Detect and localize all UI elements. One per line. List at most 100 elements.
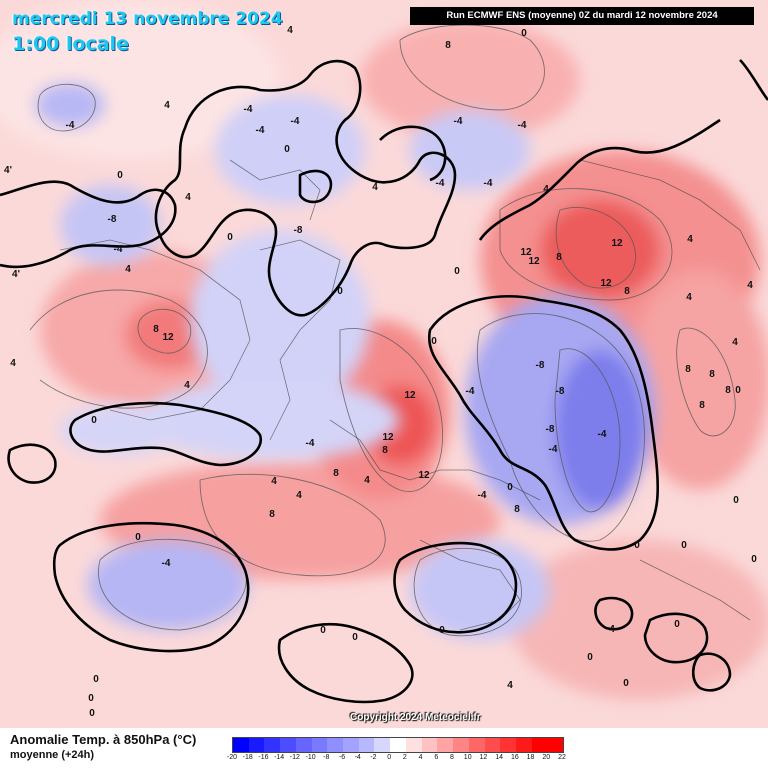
- contour-value-label: 12: [418, 470, 430, 481]
- contour-value-label: 0: [88, 693, 94, 704]
- legend-tick: 4: [418, 754, 423, 761]
- legend-tick: 16: [510, 754, 519, 761]
- colorbar-cell: [311, 738, 328, 752]
- contour-value-label: 4: [364, 475, 370, 486]
- zero-isolines: [0, 59, 768, 704]
- legend-tick: -12: [289, 754, 300, 761]
- contour-value-label: 0: [431, 336, 437, 347]
- legend-tick: -18: [242, 754, 253, 761]
- contour-value-label: 8: [269, 509, 275, 520]
- legend-tick: 12: [479, 754, 488, 761]
- legend-tick: -20: [226, 754, 238, 761]
- contour-value-label: 8: [445, 40, 451, 51]
- contour-value-label: -4: [244, 104, 253, 115]
- contour-value-label: 0: [320, 625, 326, 636]
- contour-value-label: 0: [454, 266, 460, 277]
- contour-value-label: 4: [164, 100, 170, 111]
- contour-value-label: -8: [536, 360, 545, 371]
- contour-value-label: 4: [686, 292, 692, 303]
- colorbar-cell: [437, 738, 454, 752]
- contour-value-label: 4: [372, 182, 378, 193]
- contour-value-label: 0: [89, 708, 95, 719]
- legend-colorbar: [232, 737, 564, 753]
- legend-tick: -8: [323, 754, 330, 761]
- colorbar-cell: [390, 738, 406, 752]
- contour-value-label: 4: [287, 25, 293, 36]
- contour-value-label: -4: [306, 438, 315, 449]
- contour-value-label: 4: [296, 490, 302, 501]
- colorbar-cell: [280, 738, 296, 752]
- contour-value-label: 4: [747, 280, 753, 291]
- contour-value-label: 12: [611, 238, 623, 249]
- temperature-anomaly-map: 480-44 -4-4-40-4 -4-4 -44 44' 04-8-440-84'121…: [0, 0, 768, 728]
- contour-value-label: -4: [484, 178, 493, 189]
- colorbar-cell: [531, 738, 548, 752]
- contour-value-label: -8: [294, 225, 303, 236]
- colorbar-cell: [264, 738, 281, 752]
- legend-tick: -4: [354, 754, 361, 761]
- contour-value-label: 0: [227, 232, 233, 243]
- contour-value-label: 4: [543, 184, 549, 195]
- contour-value-label: -4: [256, 125, 265, 136]
- contour-value-label: 12: [528, 256, 540, 267]
- contour-value-label: -4: [162, 558, 171, 569]
- legend-tick: 8: [450, 754, 454, 761]
- contour-value-label: 4: [271, 476, 277, 487]
- contour-value-label: 8: [725, 385, 731, 396]
- colorbar-cell: [233, 738, 249, 752]
- legend-tick: 20: [542, 754, 551, 761]
- contour-value-label: -8: [546, 424, 555, 435]
- contour-value-label: 8: [699, 400, 705, 411]
- contour-lines: [29, 24, 736, 637]
- contour-value-label: 8: [333, 468, 339, 479]
- colorbar-cell: [453, 738, 469, 752]
- legend-tick: 10: [463, 754, 472, 761]
- contour-value-label: 8: [709, 369, 715, 380]
- contour-value-label: 0: [337, 286, 343, 297]
- contour-value-label: 4: [125, 264, 131, 275]
- legend-tick: 14: [495, 754, 504, 761]
- contour-value-label: 0: [507, 482, 513, 493]
- contour-value-label: 4: [732, 337, 738, 348]
- contour-value-label: 12: [404, 390, 416, 401]
- contour-value-label: 0: [587, 652, 593, 663]
- contour-value-label: -4: [466, 386, 475, 397]
- contour-value-label: -4: [478, 490, 487, 501]
- legend-title: Anomalie Temp. à 850hPa (°C): [10, 732, 197, 747]
- forecast-time-title: 1:00 locale: [12, 33, 129, 55]
- contour-value-label: 0: [674, 619, 680, 630]
- legend-tick: 22: [558, 754, 566, 761]
- colorbar-cell: [343, 738, 359, 752]
- contour-value-label: 0: [135, 532, 141, 543]
- colorbar-cell: [547, 738, 564, 752]
- colorbar-cell: [468, 738, 485, 752]
- contour-value-label: 8: [624, 286, 630, 297]
- legend-tick: 18: [526, 754, 535, 761]
- contour-value-label: 0: [751, 554, 757, 565]
- contour-value-label: -4: [291, 116, 300, 127]
- legend-tick: -14: [274, 754, 285, 761]
- contour-value-label: 12: [382, 432, 394, 443]
- contour-value-label: 4': [12, 269, 20, 280]
- contour-value-label: 0: [439, 625, 445, 636]
- contour-value-label: -4: [454, 116, 463, 127]
- contour-value-labels: 480-44 -4-4-40-4 -4-4 -44 44' 04-8-440-84'121…: [4, 25, 757, 719]
- colorbar-cell: [405, 738, 422, 752]
- contour-value-label: 8: [685, 364, 691, 375]
- run-info-banner: Run ECMWF ENS (moyenne) 0Z du mardi 12 n…: [410, 7, 754, 25]
- contour-value-label: -4: [114, 244, 123, 255]
- legend-tick: -6: [338, 754, 346, 761]
- contour-value-label: 0: [735, 385, 741, 396]
- contour-value-label: 0: [284, 144, 290, 155]
- contour-value-label: 0: [733, 495, 739, 506]
- legend-tick: -2: [370, 754, 377, 761]
- legend-tick: 6: [434, 754, 439, 761]
- contour-value-label: -8: [108, 214, 117, 225]
- contour-value-label: 12: [600, 278, 612, 289]
- contour-value-label: 0: [93, 674, 99, 685]
- copyright-notice: Copyright 2024 Meteociel.fr: [350, 712, 481, 723]
- contour-value-label: -4: [436, 178, 445, 189]
- contour-value-label: 8: [556, 252, 562, 263]
- colorbar-cell: [374, 738, 391, 752]
- contour-value-label: 0: [117, 170, 123, 181]
